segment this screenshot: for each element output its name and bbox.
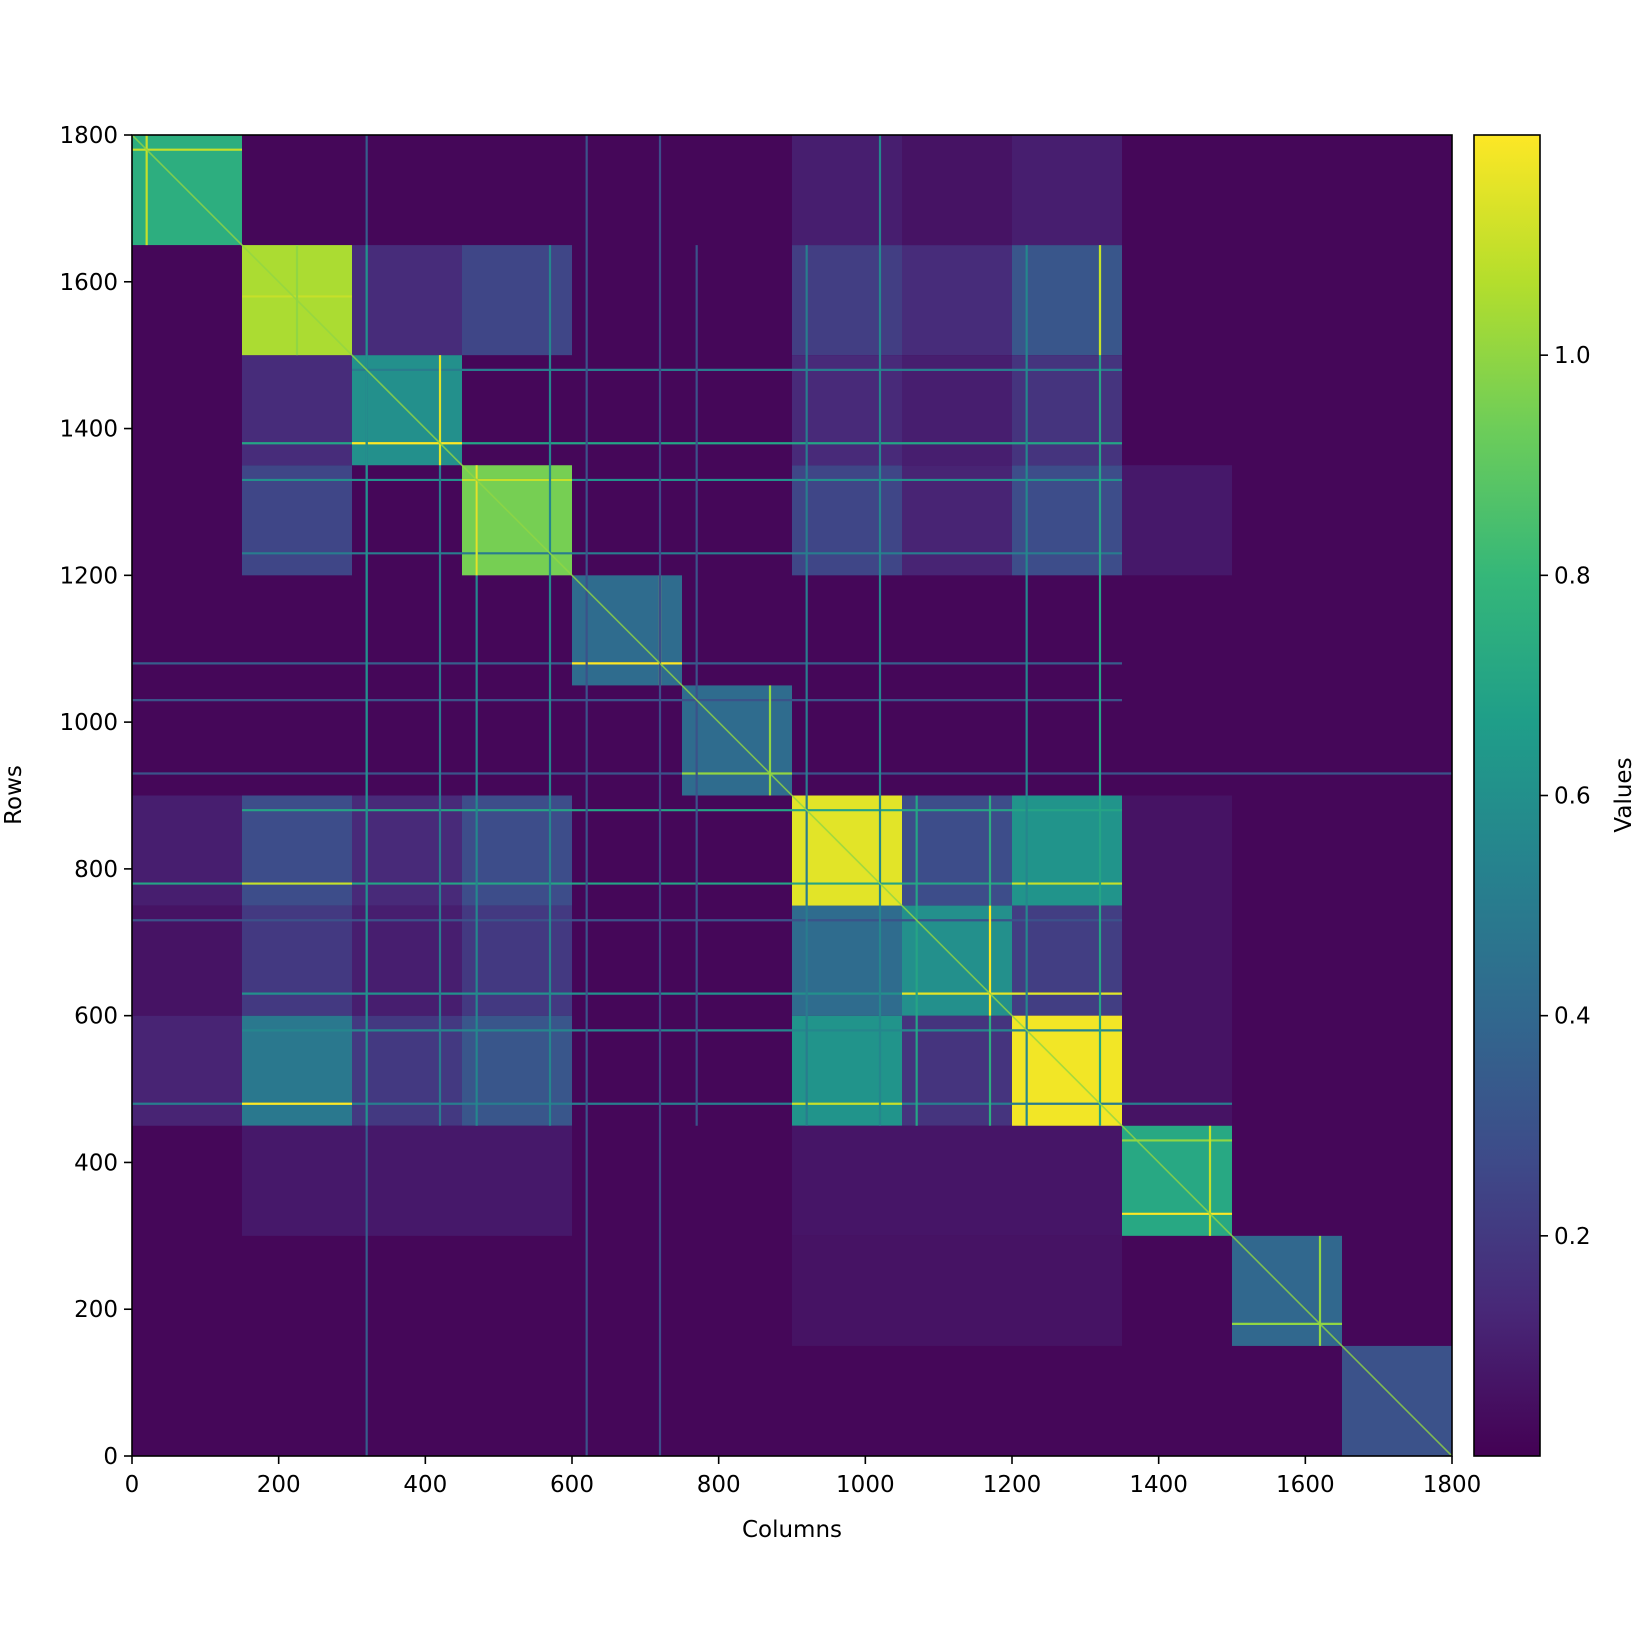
heatmap-diagonal-line	[132, 135, 1452, 1456]
x-tick-label: 400	[403, 1472, 447, 1498]
colorbar-tick-label: 0.4	[1554, 1004, 1591, 1030]
heatmap-offdiag-block	[132, 795, 242, 906]
heatmap-offdiag-block	[132, 1015, 242, 1126]
colorbar-tick-label: 0.6	[1554, 784, 1591, 810]
heatmap-offdiag-block	[1122, 795, 1232, 1126]
heatmap-offdiag-block	[792, 245, 902, 356]
heatmap-offdiag-block	[792, 465, 902, 576]
heatmap-offdiag-block	[902, 135, 1012, 246]
colorbar-tick-label: 0.8	[1554, 563, 1591, 589]
x-tick-label: 1000	[836, 1472, 895, 1498]
colorbar-tick-label: 0.2	[1554, 1224, 1591, 1250]
heatmap-offdiag-block	[1122, 465, 1232, 576]
x-axis: 0 200 400 600 800 1000 1200 1400 1600 1800	[125, 1456, 1482, 1498]
heatmap-offdiag-block	[462, 905, 572, 1016]
y-tick-label: 1200	[59, 563, 118, 589]
heatmap-offdiag-block	[902, 355, 1012, 466]
heatmap-offdiag-block	[792, 355, 902, 466]
heatmap-offdiag-block	[242, 355, 352, 466]
x-tick-label: 1800	[1423, 1472, 1482, 1498]
heatmap-offdiag-block	[242, 905, 352, 1016]
heatmap-offdiag-block	[462, 1015, 572, 1126]
y-tick-label: 200	[74, 1297, 118, 1323]
y-tick-label: 0	[103, 1444, 118, 1470]
heatmap-offdiag-block	[792, 1235, 1122, 1346]
x-tick-label: 800	[697, 1472, 741, 1498]
heatmap-offdiag-block	[902, 465, 1012, 576]
x-axis-title: Columns	[742, 1517, 842, 1543]
y-axis: 0 200 400 600 800 1000 1200 1400 1600 1800	[59, 123, 132, 1470]
y-tick-label: 400	[74, 1150, 118, 1176]
heatmap-offdiag-block	[462, 245, 572, 356]
heatmap-offdiag-block	[902, 1015, 1012, 1126]
colorbar-gradient	[1473, 134, 1541, 1457]
y-tick-label: 1000	[59, 710, 118, 736]
heatmap-offdiag-block	[1012, 795, 1122, 906]
y-tick-label: 1600	[59, 270, 118, 296]
heatmap-offdiag-block	[352, 905, 462, 1016]
x-tick-label: 1600	[1276, 1472, 1335, 1498]
heatmap-offdiag-block	[242, 1015, 352, 1126]
x-tick-label: 0	[125, 1472, 140, 1498]
heatmap-offdiag-block	[352, 245, 462, 356]
y-tick-label: 800	[74, 857, 118, 883]
heatmap-offdiag-block	[242, 465, 352, 576]
colorbar-title: Values	[1611, 757, 1637, 832]
heatmap-offdiag-block	[352, 1015, 462, 1126]
heatmap-offdiag-block	[1012, 905, 1122, 1016]
y-tick-label: 600	[74, 1004, 118, 1030]
heatmap-plot-area	[132, 135, 1452, 1456]
heatmap-offdiag-block	[792, 1015, 902, 1126]
colorbar-ticks: 0.2 0.4 0.6 0.8 1.0	[1540, 343, 1591, 1250]
heatmap-offdiag-block	[242, 795, 352, 906]
heatmap-offdiag-block	[792, 1125, 1122, 1236]
heatmap-offdiag-block	[132, 905, 242, 1016]
y-axis-title: Rows	[1, 765, 27, 825]
y-tick-label: 1800	[59, 123, 118, 149]
x-tick-label: 1200	[983, 1472, 1042, 1498]
heatmap-offdiag-block	[242, 1125, 572, 1236]
heatmap-offdiag-block	[792, 135, 902, 246]
heatmap-offdiag-block	[902, 245, 1012, 356]
y-tick-label: 1400	[59, 417, 118, 443]
plot-frame	[131, 134, 1453, 1457]
heatmap-offdiag-block	[1012, 135, 1122, 246]
heatmap-offdiag-block	[792, 905, 902, 1016]
heatmap-offdiag-block	[1012, 465, 1122, 576]
x-tick-label: 1400	[1129, 1472, 1188, 1498]
heatmap-offdiag-block	[902, 795, 1012, 906]
colorbar-tick-label: 1.0	[1554, 343, 1591, 369]
heatmap-offdiag-block	[1012, 245, 1122, 356]
x-tick-label: 200	[257, 1472, 301, 1498]
heatmap-offdiag-block	[462, 795, 572, 906]
heatmap-offdiag-block	[1012, 355, 1122, 466]
colorbar: 0.2 0.4 0.6 0.8 1.0 Values	[1473, 134, 1637, 1457]
x-tick-label: 600	[550, 1472, 594, 1498]
heatmap-offdiag-block	[352, 795, 462, 906]
